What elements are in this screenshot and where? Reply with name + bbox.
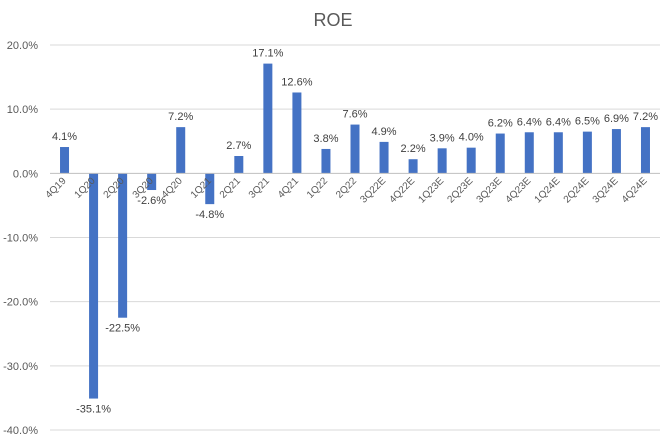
y-tick-label: -20.0%	[3, 297, 38, 309]
bar	[437, 148, 447, 174]
data-label: 6.4%	[546, 116, 571, 128]
data-label: 4.9%	[372, 126, 397, 138]
bar	[408, 159, 418, 174]
data-label: 2.2%	[401, 143, 426, 155]
data-label: 7.2%	[633, 111, 658, 123]
y-tick-label: 20.0%	[7, 40, 38, 52]
data-label: 6.5%	[575, 116, 600, 128]
x-tick-label: 4Q21	[276, 175, 301, 200]
bars	[60, 63, 650, 399]
bar	[89, 173, 99, 399]
gridlines	[50, 44, 660, 431]
x-tick-label: 3Q22E	[358, 175, 388, 205]
bar	[495, 133, 505, 174]
data-label: 4.1%	[52, 131, 77, 143]
x-tick-label: 2Q24E	[562, 175, 592, 205]
x-tick-label: 1Q24E	[533, 175, 563, 205]
bar	[350, 124, 360, 174]
data-label: 3.9%	[430, 132, 455, 144]
data-label: 4.0%	[459, 132, 484, 144]
data-label: 6.2%	[488, 118, 513, 130]
y-tick-label: 10.0%	[7, 104, 38, 116]
bar	[611, 129, 621, 174]
x-axis-ticks: 4Q19 1Q20 2Q20 3Q20 4Q20 1Q21 2Q21 3Q21 4Q21 1Q22…	[44, 175, 650, 205]
x-tick-label: 4Q23E	[504, 175, 534, 205]
data-label: 17.1%	[252, 48, 283, 60]
data-label: 7.2%	[168, 111, 193, 123]
bar	[118, 173, 128, 318]
data-label: -22.5%	[105, 323, 140, 335]
data-label: -4.8%	[195, 209, 224, 221]
chart-title: ROE	[313, 10, 352, 30]
x-tick-label: 3Q21	[247, 175, 272, 200]
data-labels: 4.1% -35.1% -22.5% -2.6% 7.2% -4.8% 2.7% 17.1% 1…	[52, 48, 658, 416]
bar	[147, 173, 157, 191]
data-label: 3.8%	[313, 133, 338, 145]
y-tick-label: 0.0%	[13, 168, 38, 180]
y-axis-ticks: 20.0% 10.0% 0.0% -10.0% -20.0% -30.0% -40.0%	[3, 40, 38, 437]
bar	[60, 147, 70, 174]
data-label: 7.6%	[342, 109, 367, 121]
x-tick-label: 1Q22	[305, 175, 330, 200]
bar	[176, 127, 186, 174]
bar	[640, 127, 650, 174]
bar	[292, 92, 302, 174]
data-label: 12.6%	[281, 76, 312, 88]
data-label: -35.1%	[76, 404, 111, 416]
data-label: 2.7%	[226, 140, 251, 152]
bar	[263, 63, 273, 174]
bar	[466, 147, 476, 174]
bar	[205, 173, 215, 205]
x-tick-label: 4Q22E	[387, 175, 417, 205]
y-tick-label: -40.0%	[3, 425, 38, 437]
bar	[524, 132, 534, 174]
x-tick-label: 2Q21	[218, 175, 243, 200]
x-tick-label: 4Q19	[44, 175, 69, 200]
y-tick-label: -30.0%	[3, 361, 38, 373]
x-tick-label: 3Q24E	[591, 175, 621, 205]
bar	[379, 141, 389, 174]
x-tick-label: 4Q24E	[620, 175, 650, 205]
bar	[321, 148, 331, 174]
x-tick-label: 1Q23E	[416, 175, 446, 205]
data-label: -2.6%	[137, 195, 166, 207]
bar	[234, 156, 244, 174]
data-label: 6.4%	[517, 116, 542, 128]
bar	[582, 131, 592, 174]
x-tick-label: 2Q23E	[446, 175, 476, 205]
x-tick-label: 2Q22	[334, 175, 359, 200]
data-label: 6.9%	[604, 113, 629, 125]
bar	[553, 132, 563, 174]
y-tick-label: -10.0%	[3, 233, 38, 245]
x-tick-label: 3Q23E	[475, 175, 505, 205]
